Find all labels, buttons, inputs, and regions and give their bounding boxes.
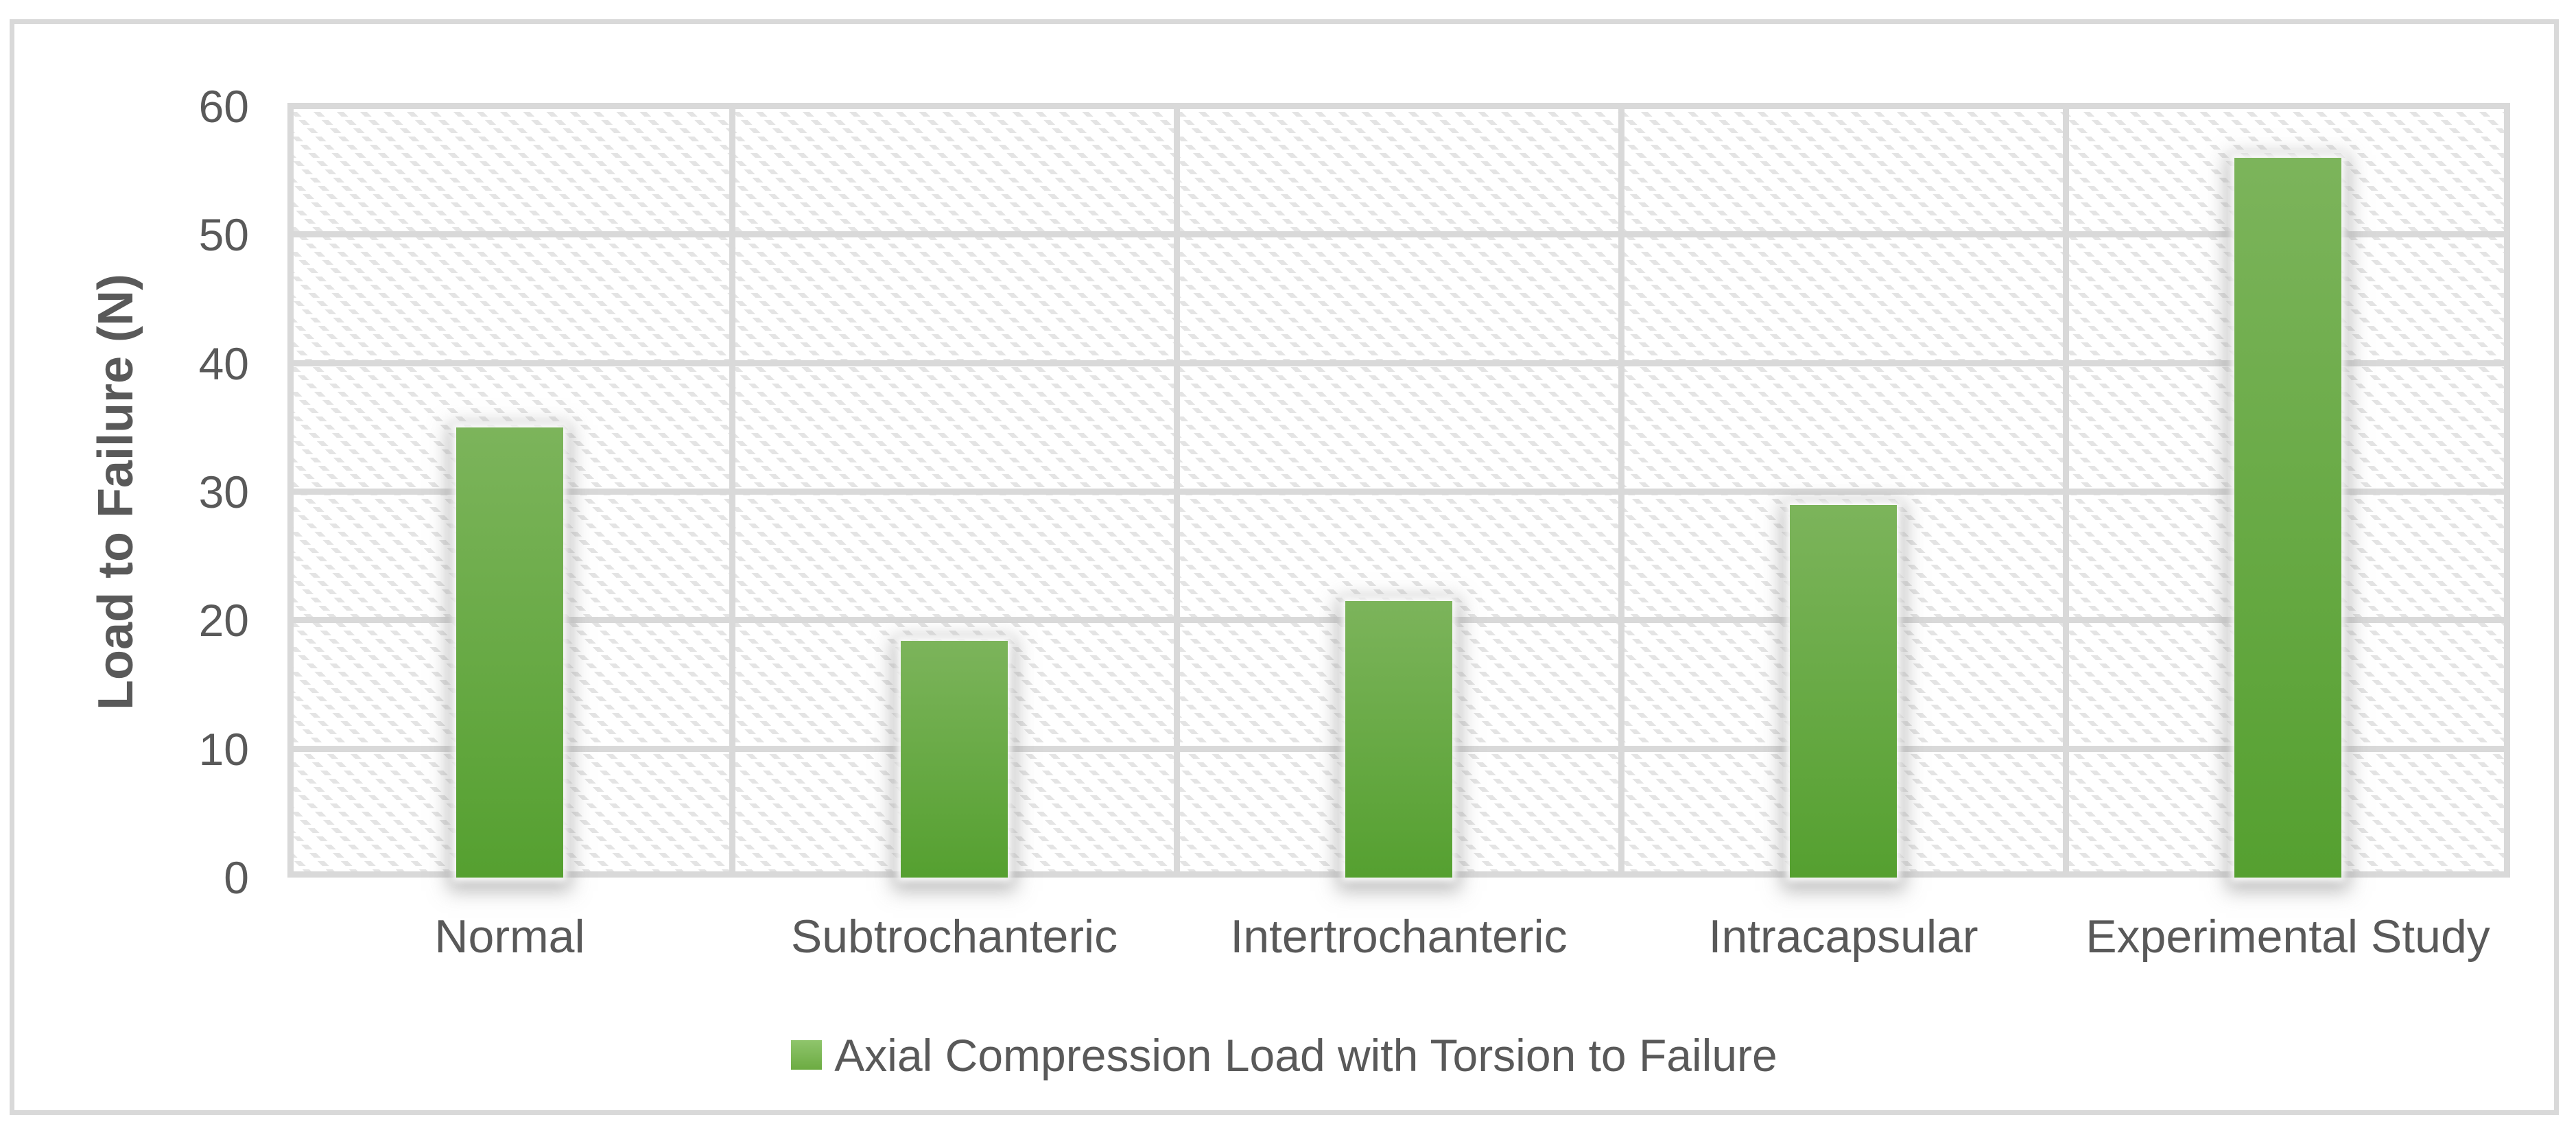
bar-experimental-study: [2234, 157, 2341, 878]
gridline-horizontal-50: [287, 231, 2510, 238]
x-category-label-subtrochanteric: Subtrochanteric: [790, 910, 1118, 963]
bar-intertrochanteric: [1345, 601, 1452, 878]
gridline-horizontal-60: [287, 103, 2510, 109]
legend-series-label: Axial Compression Load with Torsion to F…: [834, 1029, 1777, 1081]
plot-area: [287, 103, 2510, 878]
x-category-label-experimental-study: Experimental Study: [2085, 910, 2490, 963]
y-tick-label-60: 60: [198, 81, 249, 132]
y-tick-label-20: 20: [198, 595, 249, 646]
y-tick-label-0: 0: [224, 852, 249, 903]
y-tick-label-10: 10: [198, 723, 249, 775]
gridline-horizontal-40: [287, 360, 2510, 366]
gridline-horizontal-30: [287, 489, 2510, 495]
bar-normal: [456, 427, 563, 878]
x-category-label-intertrochanteric: Intertrochanteric: [1230, 910, 1568, 963]
gridline-vertical-2: [1174, 106, 1180, 878]
y-tick-label-40: 40: [198, 338, 249, 389]
chart: Load to Failure (N) 0 10 20 30 40 50 60 Normal…: [10, 19, 2559, 1115]
bar-subtrochanteric: [901, 641, 1008, 878]
x-category-label-intracapsular: Intracapsular: [1708, 910, 1978, 963]
gridline-vertical-1: [729, 106, 735, 878]
gridline-vertical-3: [1618, 106, 1624, 878]
gridline-vertical-0: [287, 106, 294, 878]
y-axis-tick-labels: 0 10 20 30 40 50 60: [14, 84, 249, 900]
x-category-label-normal: Normal: [434, 910, 585, 963]
gridline-vertical-4: [2063, 106, 2069, 878]
bar-intracapsular: [1790, 504, 1897, 878]
gridline-vertical-5: [2504, 106, 2510, 878]
legend-series-marker-icon: [791, 1040, 823, 1070]
legend: Axial Compression Load with Torsion to F…: [14, 1022, 2554, 1088]
x-axis-category-labels: Normal Subtrochanteric Intertrochanteric In…: [287, 904, 2510, 970]
y-tick-label-50: 50: [198, 209, 249, 261]
y-tick-label-30: 30: [198, 467, 249, 517]
